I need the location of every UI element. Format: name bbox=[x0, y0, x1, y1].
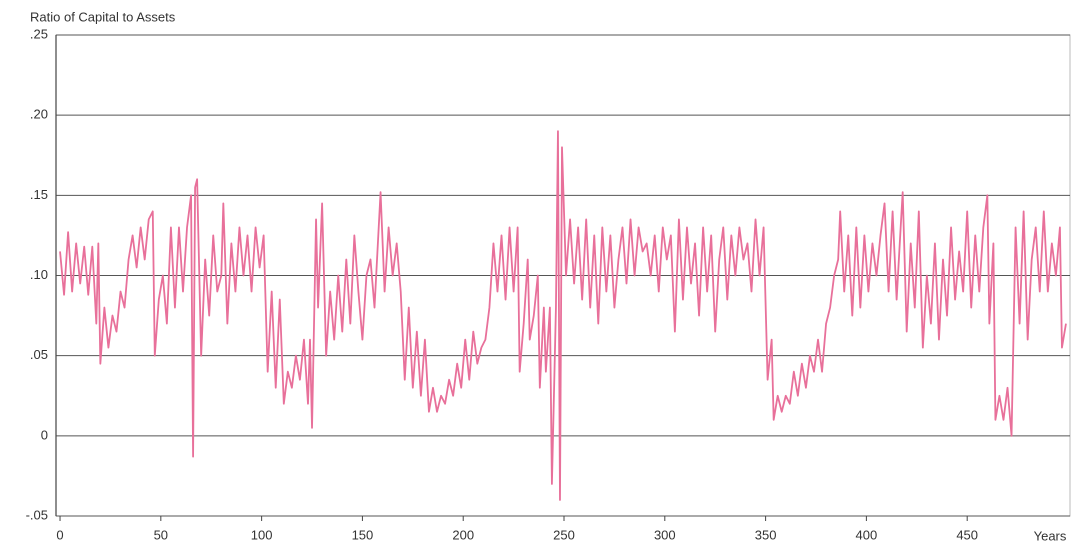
x-tick-label: 400 bbox=[856, 527, 878, 542]
x-tick-label: 450 bbox=[956, 527, 978, 542]
x-tick-label: 350 bbox=[755, 527, 777, 542]
x-tick-label: 100 bbox=[251, 527, 273, 542]
data-line bbox=[59, 130, 1067, 501]
y-tick-label: .10 bbox=[30, 267, 48, 282]
x-tick-label: 150 bbox=[352, 527, 374, 542]
x-tick-label: 200 bbox=[452, 527, 474, 542]
y-tick-label: .20 bbox=[30, 107, 48, 122]
y-tick-label: .15 bbox=[30, 187, 48, 202]
x-tick-label: 300 bbox=[654, 527, 676, 542]
y-axis-title: Ratio of Capital to Assets bbox=[30, 9, 176, 24]
x-tick-label: 250 bbox=[553, 527, 575, 542]
x-tick-label: 0 bbox=[56, 527, 63, 542]
y-tick-label: -.05 bbox=[26, 507, 48, 522]
y-tick-label: .05 bbox=[30, 347, 48, 362]
x-axis-title: Years bbox=[1034, 528, 1067, 543]
y-tick-label: 0 bbox=[41, 427, 48, 442]
y-tick-label: .25 bbox=[30, 26, 48, 41]
x-tick-label: 50 bbox=[154, 527, 168, 542]
